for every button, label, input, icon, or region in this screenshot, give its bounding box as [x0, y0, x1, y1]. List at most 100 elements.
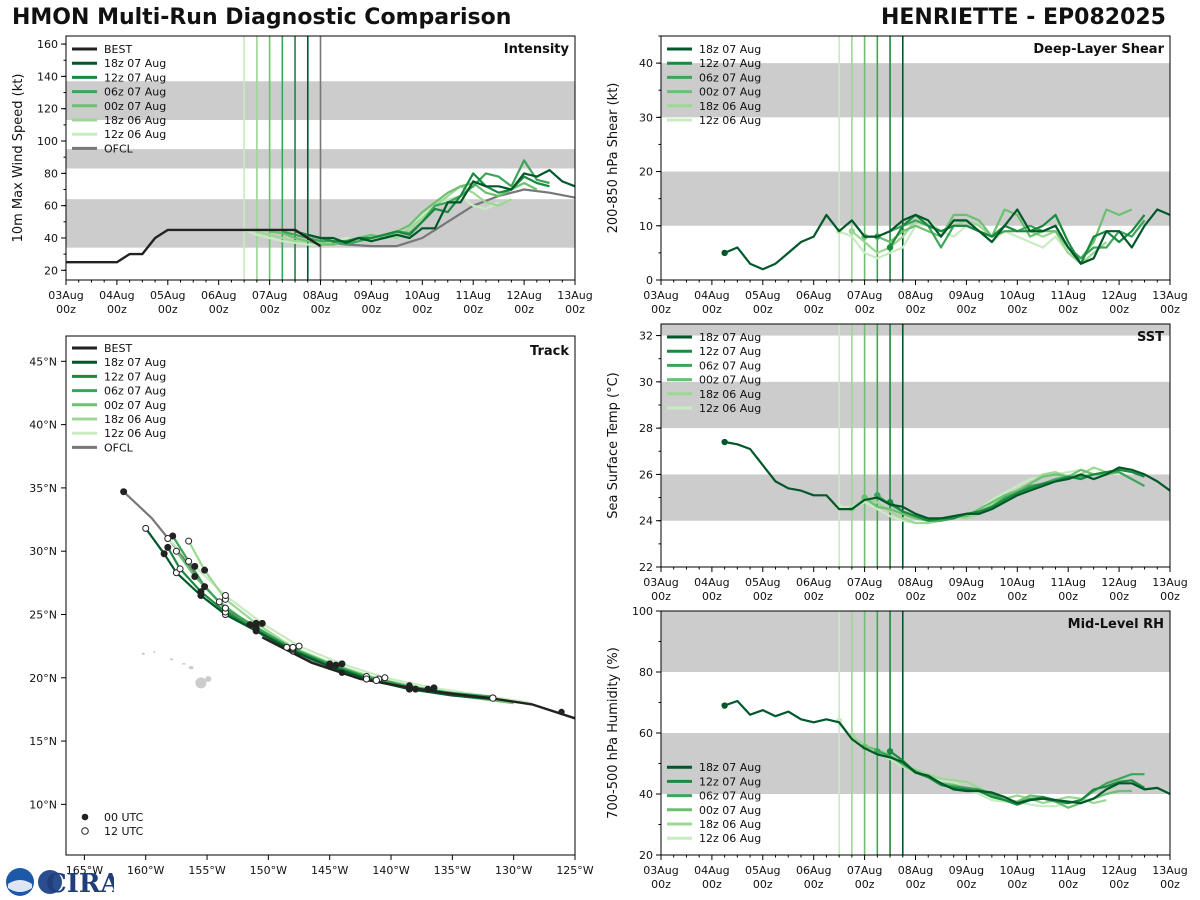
track-legend-label-best: BEST	[104, 342, 132, 355]
rh-xtick-label: 13Aug	[1152, 864, 1187, 877]
sst-xtick-label: 07Aug	[847, 576, 882, 589]
shear-xtick-label: 00z	[651, 303, 671, 316]
intensity-legend-label-06z-07-aug: 06z 07 Aug	[104, 86, 166, 99]
rh-xtick-label: 06Aug	[796, 864, 831, 877]
best-marker-00utc	[558, 708, 565, 716]
sst-init-point-18z-07-aug	[721, 438, 728, 446]
shear-xtick-label: 07Aug	[847, 289, 882, 302]
shear-xtick-label: 13Aug	[1152, 289, 1187, 302]
track-marker-12utc	[362, 675, 370, 683]
rh-title: Mid-Level RH	[1068, 617, 1164, 632]
intensity-xtick-label: 00z	[209, 303, 229, 316]
track-marker-12utc	[164, 535, 172, 543]
intensity-legend-label-12z-07-aug: 12z 07 Aug	[104, 71, 166, 84]
shear-series-18z-06-aug	[851, 219, 1108, 265]
intensity-xtick-label: 00z	[311, 303, 331, 316]
track-marker-00utc	[326, 661, 334, 669]
track-marker-12utc	[221, 592, 229, 599]
rh-xtick-label: 00z	[855, 878, 875, 891]
track-marker-12utc	[283, 643, 291, 651]
marker-legend-00utc-label: 00 UTC	[104, 811, 144, 824]
sst-threshold-band	[661, 381, 1170, 429]
sst-legend-label-18z-06-aug: 18z 06 Aug	[699, 388, 761, 401]
track-xtick-label: 135°W	[434, 864, 471, 877]
rh-xtick-label: 04Aug	[694, 864, 729, 877]
track-legend-label-ofcl: OFCL	[104, 441, 134, 454]
shear-xtick-label: 03Aug	[643, 289, 678, 302]
best-marker-12utc	[489, 694, 497, 702]
rh-xtick-label: 07Aug	[847, 864, 882, 877]
track-marker-00utc	[412, 685, 420, 693]
rh-legend-label-12z-07-aug: 12z 07 Aug	[699, 775, 761, 788]
track-ytick-label: 45°N	[29, 355, 57, 368]
rh-ytick-label: 20	[639, 849, 653, 862]
shear-series-12z-07-aug	[889, 213, 1146, 265]
intensity-xtick-label: 04Aug	[99, 289, 134, 302]
rh-xtick-label: 00z	[1007, 878, 1027, 891]
rh-ytick-label: 80	[639, 666, 653, 679]
track-legend-label-18z-06-aug: 18z 06 Aug	[104, 413, 166, 426]
shear-xtick-label: 00z	[957, 303, 977, 316]
track-line-ofcl	[122, 490, 343, 674]
track-legend-label-12z-07-aug: 12z 07 Aug	[104, 370, 166, 383]
shear-legend-label-00z-07-aug: 00z 07 Aug	[699, 86, 761, 99]
island-shape	[188, 666, 194, 670]
sst-xtick-label: 03Aug	[643, 576, 678, 589]
track-xtick-label: 155°W	[188, 864, 225, 877]
shear-ytick-label: 30	[639, 111, 653, 124]
sst-xtick-label: 00z	[702, 590, 722, 603]
shear-xtick-label: 10Aug	[1000, 289, 1035, 302]
island-shape	[141, 652, 145, 655]
sst-series-18z-07-aug	[724, 440, 1170, 520]
track-marker-00utc	[164, 543, 172, 551]
sst-xtick-label: 12Aug	[1101, 576, 1136, 589]
island-shape	[153, 650, 156, 653]
sst-series-12z-07-aug	[889, 468, 1145, 522]
rh-legend-label-18z-07-aug: 18z 07 Aug	[699, 761, 761, 774]
shear-legend-label-12z-07-aug: 12z 07 Aug	[699, 57, 761, 70]
shear-xtick-label: 04Aug	[694, 289, 729, 302]
rh-xtick-label: 00z	[1058, 878, 1078, 891]
intensity-ytick-label: 140	[37, 70, 58, 83]
sst-threshold-band	[661, 324, 1170, 336]
shear-legend-label-12z-06-aug: 12z 06 Aug	[699, 114, 761, 127]
intensity-xtick-label: 06Aug	[201, 289, 236, 302]
track-line-12z-06-aug	[167, 537, 533, 705]
track-line-18z-07-aug	[144, 527, 496, 701]
track-marker-00utc	[201, 583, 209, 591]
track-marker-00utc	[197, 588, 205, 596]
agency-logos: CIRA	[6, 868, 114, 898]
intensity-ytick-label: 100	[37, 135, 58, 148]
track-marker-12utc	[176, 565, 184, 573]
track-frame	[65, 335, 576, 856]
intensity-legend-label-18z-07-aug: 18z 07 Aug	[104, 57, 166, 70]
rh-series-18z-07-aug	[724, 699, 1170, 805]
track-ytick-label: 15°N	[29, 735, 57, 748]
intensity-xtick-label: 00z	[514, 303, 534, 316]
intensity-xtick-label: 11Aug	[455, 289, 490, 302]
sst-xtick-label: 00z	[855, 590, 875, 603]
island-shape	[181, 663, 186, 665]
intensity-ytick-label: 120	[37, 103, 58, 116]
track-xtick-label: 150°W	[250, 864, 287, 877]
track-marker-12utc	[215, 598, 223, 606]
track-marker-00utc	[338, 660, 346, 668]
sst-xtick-label: 13Aug	[1152, 576, 1187, 589]
cira-logo-text: CIRA	[46, 869, 114, 898]
track-line-00z-07-aug	[175, 550, 514, 705]
sst-xtick-label: 05Aug	[745, 576, 780, 589]
storm-title: HENRIETTE - EP082025	[880, 5, 1166, 30]
intensity-ytick-label: 40	[44, 232, 58, 245]
rh-legend-label-12z-06-aug: 12z 06 Aug	[699, 832, 761, 845]
shear-init-point-18z-07-aug	[721, 249, 728, 257]
track-marker-12utc	[295, 642, 303, 650]
intensity-xtick-label: 00z	[362, 303, 382, 316]
shear-legend-label-18z-06-aug: 18z 06 Aug	[699, 100, 761, 113]
rh-legend-label-06z-07-aug: 06z 07 Aug	[699, 790, 761, 803]
rh-xtick-label: 00z	[1160, 878, 1180, 891]
rh-xtick-label: 05Aug	[745, 864, 780, 877]
shear-init-point-18z-06-aug	[848, 228, 856, 235]
best-marker-00utc	[338, 669, 346, 676]
intensity-xtick-label: 05Aug	[150, 289, 185, 302]
